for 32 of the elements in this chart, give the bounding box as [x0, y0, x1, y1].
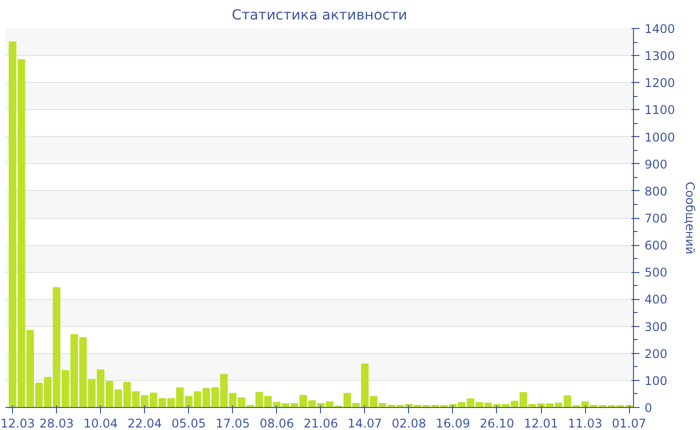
x-tick-label: 01.07 — [612, 416, 646, 430]
x-tick-label: 16.09 — [436, 416, 470, 430]
x-tick-label: 12.01 — [524, 416, 558, 430]
y-tick-label: 600 — [644, 238, 668, 253]
x-tick-label: 11.03 — [568, 416, 602, 430]
y-tick-label: 700 — [644, 212, 668, 226]
y-tick-label: 1000 — [644, 130, 676, 144]
y-tick-label: 1200 — [644, 76, 676, 90]
x-tick-label: 28.03 — [39, 416, 74, 430]
y-axis-title: Сообщений — [683, 182, 698, 254]
y-tick-label: 1300 — [644, 49, 676, 64]
y-tick-label: 500 — [644, 266, 668, 280]
y-tick-label: 300 — [644, 320, 668, 334]
y-tick-label: 900 — [644, 157, 668, 172]
x-tick-label: 08.06 — [260, 416, 294, 430]
x-tick-label: 14.07 — [348, 416, 382, 430]
x-tick-label: 26.10 — [480, 416, 514, 430]
y-tick-label: 800 — [644, 184, 668, 198]
x-tick-label: 02.08 — [392, 416, 426, 430]
y-tick-label: 400 — [644, 292, 668, 307]
chart-title: Статистика активности — [232, 8, 408, 24]
x-tick-label: 17.05 — [216, 416, 250, 430]
y-tick-label: 0 — [644, 401, 652, 415]
x-tick-label: 05.05 — [172, 416, 206, 430]
y-tick-label: 200 — [644, 346, 668, 361]
x-tick-label: 22.04 — [127, 416, 162, 430]
x-tick-label: 12.03 — [0, 416, 35, 430]
y-tick-label: 100 — [644, 374, 668, 388]
y-tick-label: 1400 — [644, 22, 676, 36]
x-tick-label: 10.04 — [83, 416, 118, 430]
x-tick-label: 21.06 — [304, 416, 338, 430]
y-tick-label: 1100 — [644, 103, 676, 118]
